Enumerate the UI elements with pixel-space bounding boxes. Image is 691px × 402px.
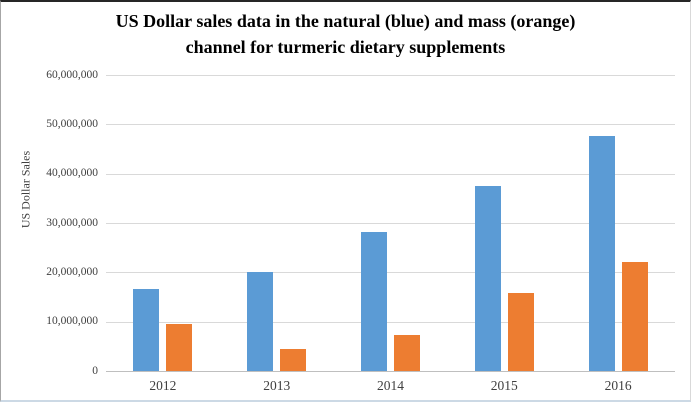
gridline <box>106 75 675 76</box>
bar-mass-2016 <box>621 261 648 371</box>
y-tick-label: 30,000,000 <box>46 216 98 229</box>
chart-title: US Dollar sales data in the natural (blu… <box>1 8 690 60</box>
x-tick-label: 2015 <box>490 378 518 393</box>
x-axis-line <box>106 371 675 372</box>
x-tick-label: 2014 <box>377 378 404 393</box>
x-tick-label: 2013 <box>263 378 291 393</box>
bar-natural-2013 <box>247 272 274 371</box>
bar-natural-2015 <box>474 186 501 371</box>
bar-natural-2016 <box>588 136 615 371</box>
x-tick-label: 2016 <box>604 378 632 393</box>
bar-mass-2012 <box>166 323 193 371</box>
bar-natural-2014 <box>361 232 387 371</box>
gridline <box>106 272 675 274</box>
bar-mass-2015 <box>507 293 534 371</box>
y-tick-label: 50,000,000 <box>46 117 98 130</box>
gridline <box>106 223 675 224</box>
chart-title-line1: US Dollar sales data in the natural (blu… <box>115 11 576 31</box>
bar-natural-2012 <box>133 288 160 371</box>
gridline <box>106 173 675 175</box>
x-tick-label: 2012 <box>149 378 177 393</box>
gridline <box>106 124 675 126</box>
chart-title-line2: channel for turmeric dietary supplements <box>185 37 506 58</box>
y-tick-label: 20,000,000 <box>46 265 98 278</box>
y-tick-label: 10,000,000 <box>46 315 98 328</box>
gridline <box>106 321 675 323</box>
bar-mass-2014 <box>394 334 420 371</box>
y-tick-label: 0 <box>92 364 98 377</box>
y-tick-label: 60,000,000 <box>46 68 98 81</box>
bar-mass-2013 <box>280 349 307 371</box>
y-tick-label: 40,000,000 <box>46 167 98 180</box>
